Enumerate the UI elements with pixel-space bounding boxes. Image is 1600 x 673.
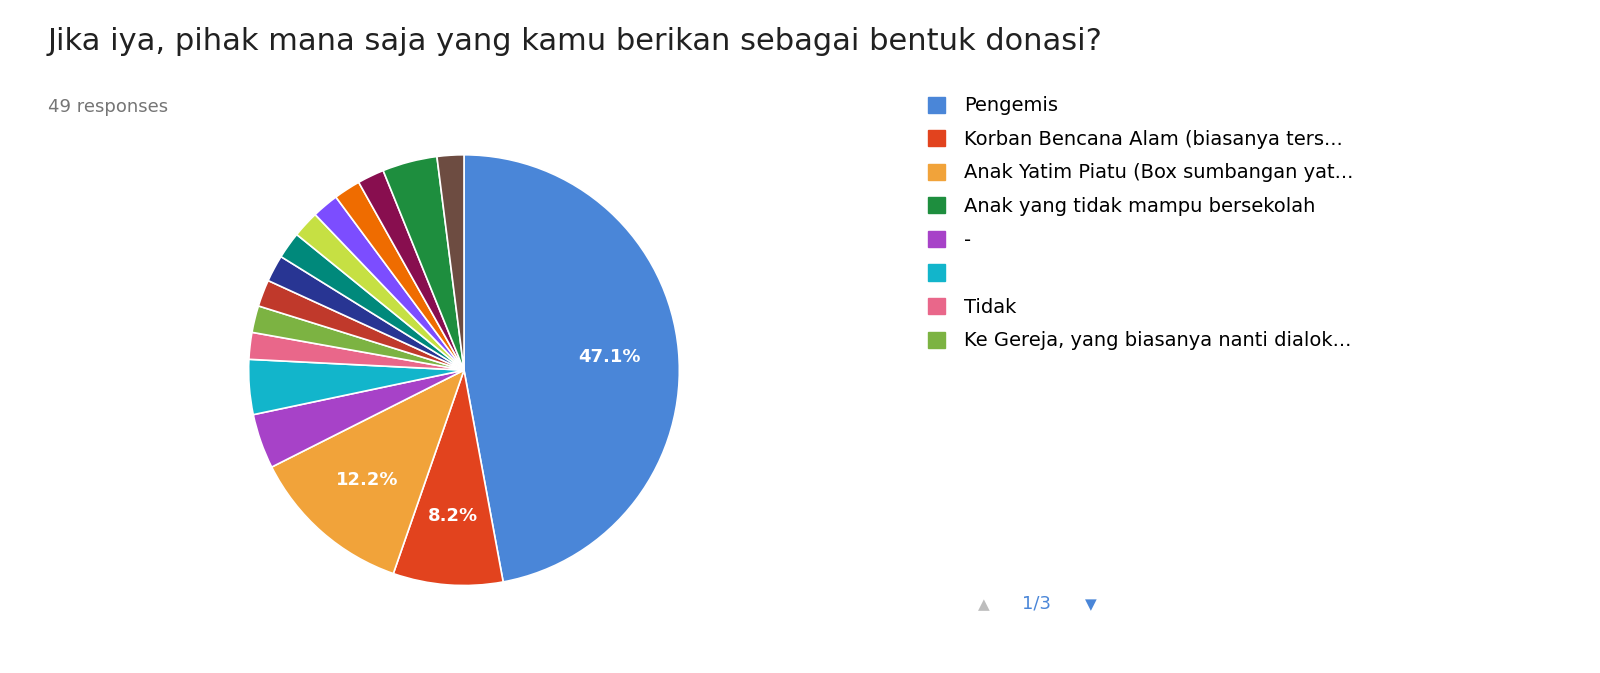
Text: 49 responses: 49 responses [48,98,168,116]
Text: 47.1%: 47.1% [579,348,642,365]
Wedge shape [248,359,464,415]
Wedge shape [394,370,502,586]
Wedge shape [272,370,464,573]
Wedge shape [382,157,464,370]
Wedge shape [296,215,464,370]
Wedge shape [336,182,464,370]
Wedge shape [269,256,464,370]
Text: ▼: ▼ [1085,598,1098,612]
Legend: Pengemis, Korban Bencana Alam (biasanya ters..., Anak Yatim Piatu (Box sumbangan: Pengemis, Korban Bencana Alam (biasanya … [922,90,1360,356]
Wedge shape [282,234,464,370]
Wedge shape [253,370,464,467]
Wedge shape [464,155,680,582]
Wedge shape [315,197,464,370]
Text: 8.2%: 8.2% [427,507,478,525]
Wedge shape [437,155,464,370]
Wedge shape [251,306,464,370]
Text: ▲: ▲ [978,598,990,612]
Wedge shape [259,281,464,370]
Text: 12.2%: 12.2% [336,471,398,489]
Text: 1/3: 1/3 [1022,594,1051,612]
Wedge shape [358,170,464,370]
Text: Jika iya, pihak mana saja yang kamu berikan sebagai bentuk donasi?: Jika iya, pihak mana saja yang kamu beri… [48,27,1102,56]
Wedge shape [250,332,464,370]
